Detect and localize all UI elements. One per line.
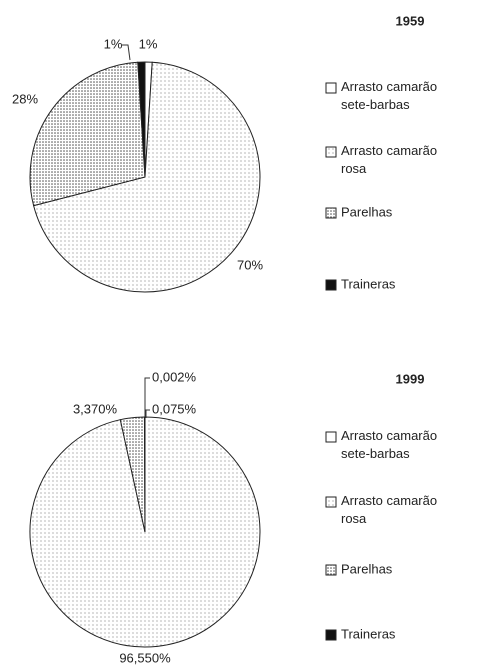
legend-label: Arrasto camarão rosa: [341, 143, 441, 176]
slice-label: 1%: [104, 36, 123, 51]
leader-line: [145, 409, 150, 418]
legend-line: Arrasto camarão: [341, 493, 441, 508]
pie-slice: [137, 61, 146, 178]
legend-label: Parelhas: [341, 561, 393, 576]
legend-line: sete-barbas: [341, 446, 410, 461]
chart-title: 1999: [396, 371, 425, 386]
legend-label: Traineras: [341, 276, 396, 291]
legend-swatch: [325, 146, 337, 158]
legend-line: Arrasto camarão: [341, 79, 441, 94]
pie-slice: [33, 61, 261, 293]
chart-title: 1959: [396, 13, 425, 28]
legend-swatch: [325, 629, 337, 641]
legend-label: Arrasto camarão sete-barbas: [341, 79, 441, 112]
legend-line: Arrasto camarão: [341, 428, 441, 443]
pie-slice: [143, 416, 146, 533]
slice-label: 96,550%: [119, 650, 171, 665]
legend-label: Parelhas: [341, 204, 393, 219]
slice-label: 70%: [237, 257, 263, 272]
leader-line: [144, 377, 150, 417]
slice-label: 1%: [139, 36, 158, 51]
legend-label: Arrasto camarão rosa: [341, 493, 441, 526]
legend-swatch: [325, 279, 337, 291]
slice-label: 28%: [12, 91, 38, 106]
slice-label: 0,002%: [152, 369, 197, 384]
legend-label: Traineras: [341, 626, 396, 641]
pie-slice: [29, 61, 146, 207]
legend-line: sete-barbas: [341, 97, 410, 112]
slice-label: 0,075%: [152, 401, 197, 416]
legend-line: Arrasto camarão: [341, 143, 441, 158]
slice-label: 3,370%: [73, 401, 118, 416]
legend-swatch: [325, 82, 337, 94]
legend-swatch: [325, 431, 337, 443]
leader-line: [122, 44, 131, 61]
legend-label: Arrasto camarão sete-barbas: [341, 428, 441, 461]
legend-swatch: [325, 496, 337, 508]
legend-swatch: [325, 207, 337, 219]
legend-line: rosa: [341, 161, 367, 176]
legend-line: rosa: [341, 511, 367, 526]
legend-swatch: [325, 564, 337, 576]
